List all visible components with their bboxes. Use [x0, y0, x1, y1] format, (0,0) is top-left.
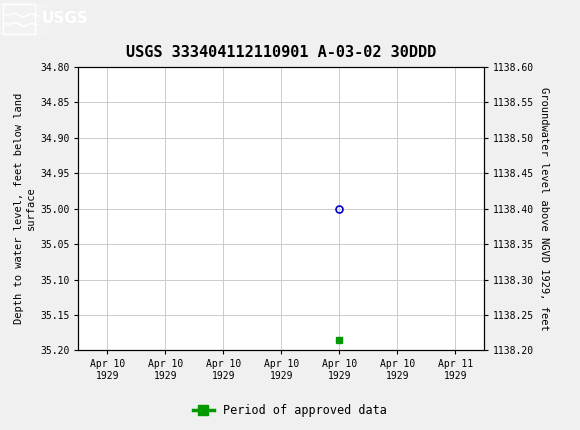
Title: USGS 333404112110901 A-03-02 30DDD: USGS 333404112110901 A-03-02 30DDD: [126, 45, 436, 60]
Bar: [3, 4, 35, 34]
Legend: Period of approved data: Period of approved data: [188, 399, 392, 422]
Text: USGS: USGS: [42, 12, 89, 26]
Y-axis label: Groundwater level above NGVD 1929, feet: Groundwater level above NGVD 1929, feet: [539, 87, 549, 330]
Y-axis label: Depth to water level, feet below land
surface: Depth to water level, feet below land su…: [14, 93, 36, 324]
FancyBboxPatch shape: [0, 3, 46, 35]
